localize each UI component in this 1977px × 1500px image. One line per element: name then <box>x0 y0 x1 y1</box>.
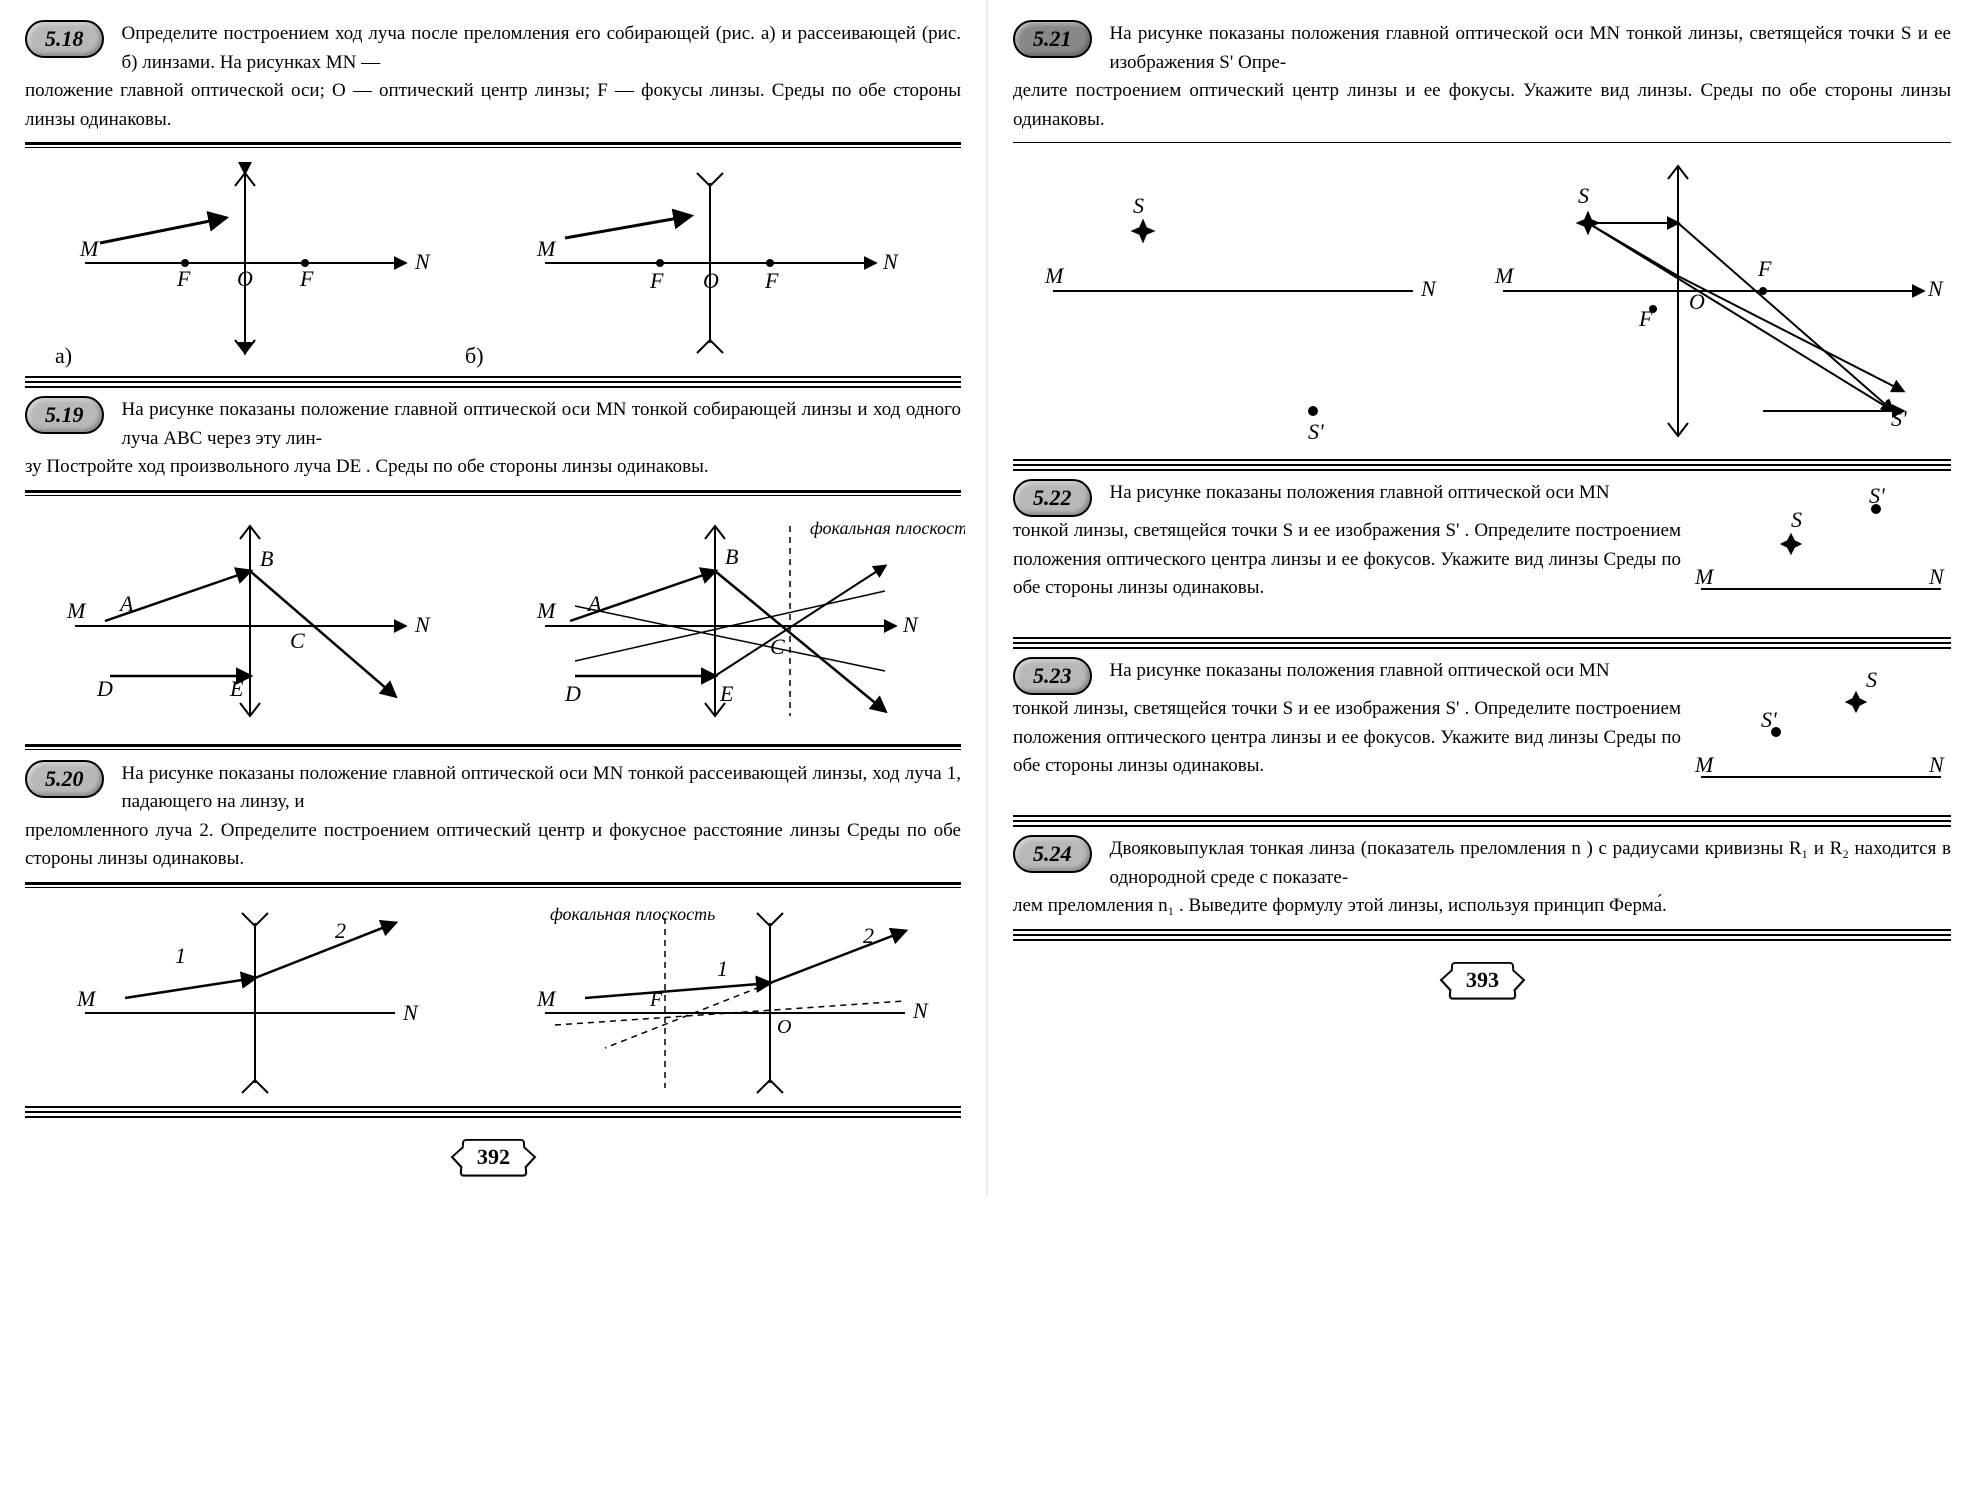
svg-text:B: B <box>260 546 273 571</box>
svg-text:N: N <box>902 612 919 637</box>
problem-number-badge: 5.22 <box>1013 479 1092 517</box>
diagram-5-20: M N 1 2 M N 1 <box>25 898 961 1098</box>
svg-text:S: S <box>1791 507 1802 532</box>
svg-text:N: N <box>1927 276 1944 301</box>
problem-text-first: На рисунке показаны положения главной оп… <box>1102 479 1682 508</box>
svg-text:S: S <box>1133 193 1144 218</box>
page-392: 5.18 Определите построением ход луча пос… <box>0 0 988 1196</box>
svg-text:S': S' <box>1891 406 1907 431</box>
label-F2: F <box>299 266 314 291</box>
svg-text:O: O <box>1689 289 1705 314</box>
page-number-value: 393 <box>1448 961 1516 999</box>
problem-5-20: 5.20 На рисунке показаны положение главн… <box>25 760 961 874</box>
svg-text:E: E <box>229 676 244 701</box>
svg-text:A: A <box>118 591 134 616</box>
problem-number-badge: 5.19 <box>25 396 104 434</box>
problem-text-rest: преломленного луча 2. Определите построе… <box>25 817 961 874</box>
svg-text:E: E <box>719 681 734 706</box>
problem-5-21: 5.21 На рисунке показаны положения главн… <box>1013 20 1951 134</box>
svg-text:A: A <box>586 591 602 616</box>
problem-text-first: На рисунке показаны положения главной оп… <box>1102 657 1682 686</box>
svg-text:2: 2 <box>863 923 874 948</box>
label-F: F <box>176 266 191 291</box>
svg-text:C: C <box>290 628 305 653</box>
label-O: O <box>237 266 253 291</box>
label-Fb2: F <box>764 268 779 293</box>
problem-text-first: Двояковыпуклая тонкая линза (показатель … <box>1102 835 1952 892</box>
page-number: 393 <box>1013 961 1951 999</box>
svg-text:M: M <box>536 986 557 1011</box>
svg-text:1: 1 <box>175 943 186 968</box>
svg-text:N: N <box>414 612 431 637</box>
svg-text:D: D <box>564 681 581 706</box>
diagram-5-22: S S' M N <box>1691 479 1951 629</box>
svg-text:M: M <box>1494 263 1515 288</box>
problem-text-rest: лем преломления n₁ . Выведите формулу эт… <box>1013 892 1951 921</box>
page-393: 5.21 На рисунке показаны положения главн… <box>988 0 1976 1196</box>
svg-text:M: M <box>1694 752 1715 777</box>
page-number: 392 <box>25 1138 961 1176</box>
label-a: а) <box>55 343 72 368</box>
diagram-5-18: M N F O F а) M N F <box>25 158 961 368</box>
svg-text:B: B <box>725 544 738 569</box>
diagram-5-21: S M N S' <box>1013 151 1951 451</box>
svg-text:фокальная плоскость: фокальная плоскость <box>550 904 715 924</box>
svg-text:N: N <box>402 1000 419 1025</box>
svg-text:N: N <box>1928 752 1945 777</box>
svg-text:F: F <box>1757 256 1772 281</box>
label-N: N <box>414 249 431 274</box>
label-N-b: N <box>882 249 899 274</box>
svg-text:фокальная плоскость: фокальная плоскость <box>810 518 965 538</box>
page-number-value: 392 <box>459 1138 527 1176</box>
svg-text:M: M <box>66 598 87 623</box>
label-b: б) <box>465 343 484 368</box>
svg-text:M: M <box>76 986 97 1011</box>
svg-text:S': S' <box>1308 419 1324 444</box>
diagram-5-19: M N A B C D E <box>25 506 961 736</box>
svg-text:M: M <box>1044 263 1065 288</box>
label-Fb: F <box>649 268 664 293</box>
svg-text:S: S <box>1578 183 1589 208</box>
svg-text:N: N <box>1420 276 1437 301</box>
svg-text:M: M <box>1694 564 1715 589</box>
svg-text:N: N <box>1928 564 1945 589</box>
problem-number-badge: 5.21 <box>1013 20 1092 58</box>
svg-text:S': S' <box>1869 483 1885 508</box>
problem-text-first: На рисунке показаны положения главной оп… <box>1102 20 1952 77</box>
svg-text:F: F <box>649 989 663 1011</box>
svg-text:1: 1 <box>717 956 728 981</box>
problem-text-rest: зу Постройте ход произвольного луча DE .… <box>25 453 961 482</box>
svg-text:C: C <box>770 634 785 659</box>
problem-text-first: На рисунке показаны положение главной оп… <box>114 760 962 817</box>
problem-text-first: На рисунке показаны положение главной оп… <box>114 396 962 453</box>
svg-text:2: 2 <box>335 918 346 943</box>
svg-text:F: F <box>1638 306 1653 331</box>
problem-number-badge: 5.20 <box>25 760 104 798</box>
problem-text-rest: положение главной оптической оси; O — оп… <box>25 77 961 134</box>
svg-text:S: S <box>1866 667 1877 692</box>
problem-5-24: 5.24 Двояковыпуклая тонкая линза (показа… <box>1013 835 1951 921</box>
problem-text-rest: делите построением оптический центр линз… <box>1013 77 1951 134</box>
svg-text:M: M <box>536 598 557 623</box>
svg-text:S': S' <box>1761 707 1777 732</box>
svg-text:N: N <box>912 998 929 1023</box>
problem-number-badge: 5.18 <box>25 20 104 58</box>
label-M: M <box>79 236 100 261</box>
diagram-5-23: S S' M N <box>1691 657 1951 807</box>
problem-5-23: S S' M N 5.23 На рисунке показаны положе… <box>1013 657 1951 807</box>
label-M-b: M <box>536 236 557 261</box>
problem-number-badge: 5.24 <box>1013 835 1092 873</box>
problem-5-18: 5.18 Определите построением ход луча пос… <box>25 20 961 134</box>
svg-text:O: O <box>777 1016 791 1038</box>
svg-text:D: D <box>96 676 113 701</box>
problem-text-first: Определите построением ход луча после пр… <box>114 20 962 77</box>
problem-number-badge: 5.23 <box>1013 657 1092 695</box>
problem-5-22: S S' M N 5.22 На рисунке показаны положе… <box>1013 479 1951 629</box>
label-Ob: O <box>703 268 719 293</box>
problem-5-19: 5.19 На рисунке показаны положение главн… <box>25 396 961 482</box>
